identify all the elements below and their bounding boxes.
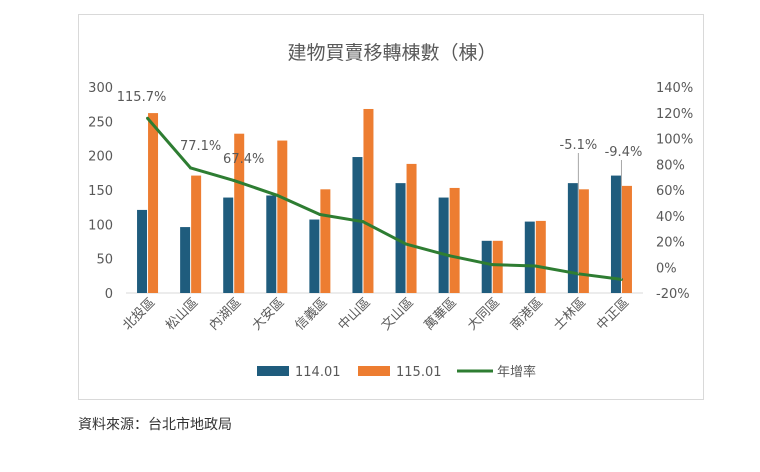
x-tick-label: 信義區 [292, 295, 331, 334]
bar-114-01 [610, 175, 621, 293]
bar-115-01 [320, 189, 331, 293]
bar-115-01 [191, 175, 202, 293]
growth-data-label: 67.4% [223, 152, 264, 167]
x-tick-label: 大安區 [249, 295, 287, 333]
growth-rate-point [404, 242, 408, 246]
legend-swatch-115-01 [358, 366, 390, 376]
growth-data-label: -5.1% [560, 138, 598, 153]
legend-label-115-01: 115.01 [396, 365, 442, 380]
growth-rate-point [490, 263, 494, 267]
y-tick-label: 200 [88, 150, 113, 165]
y2-tick-label: 120% [656, 107, 693, 122]
x-tick-label: 北投區 [119, 295, 158, 334]
bar-115-01 [535, 220, 546, 293]
growth-rate-point [318, 212, 322, 216]
chart-frame: 建物買賣移轉棟數（棟） 0 50 100 150 200 250 300 -20% 0% 20% 40… [78, 14, 704, 400]
x-tick-label: 松山區 [163, 295, 201, 333]
chart-title: 建物買賣移轉棟數（棟） [287, 42, 496, 64]
y2-tick-label: 20% [656, 236, 685, 251]
legend-label-growth: 年增率 [497, 364, 536, 380]
bar-114-01 [309, 219, 320, 293]
bar-115-01 [234, 133, 245, 293]
bar-114-01 [481, 240, 492, 293]
bar-114-01 [567, 183, 578, 293]
growth-rate-line [146, 117, 622, 281]
bar-114-01 [223, 197, 234, 293]
bar-115-01 [277, 140, 288, 293]
chart-svg: 建物買賣移轉棟數（棟） 0 50 100 150 200 250 300 -20% 0% 20% 40… [88, 42, 693, 380]
x-tick-label: 士林區 [551, 295, 589, 333]
bar-114-01 [524, 221, 535, 293]
y-tick-label: 100 [88, 218, 113, 233]
growth-rate-point [361, 220, 365, 224]
y-tick-label: 150 [88, 184, 113, 199]
y-tick-label: 300 [88, 81, 113, 96]
bar-114-01 [438, 197, 449, 293]
growth-rate-point [146, 116, 150, 120]
y2-tick-label: 100% [656, 133, 693, 148]
legend-label-114-01: 114.01 [295, 365, 341, 380]
growth-rate-point [447, 254, 451, 258]
x-tick-label: 中正區 [594, 295, 632, 333]
y2-tick-label: 140% [656, 81, 693, 96]
x-tick-label: 文山區 [379, 295, 417, 333]
x-tick-label: 中山區 [336, 295, 374, 333]
bar-115-01 [363, 108, 374, 294]
growth-rate-point [232, 178, 236, 182]
growth-rate-point [533, 264, 537, 268]
growth-rate-point [275, 193, 279, 197]
bar-115-01 [449, 187, 460, 293]
bar-114-01 [180, 227, 191, 293]
x-tick-label: 萬華區 [422, 295, 460, 333]
growth-rate-point [189, 166, 193, 170]
y-tick-label: 0 [105, 287, 113, 302]
y-tick-label: 50 [96, 253, 113, 268]
y-tick-label: 250 [88, 115, 113, 130]
y2-tick-label: 80% [656, 158, 685, 173]
bar-114-01 [352, 157, 363, 293]
x-tick-label: 大同區 [465, 295, 503, 333]
bar-115-01 [406, 163, 417, 293]
bar-115-01 [492, 240, 503, 293]
legend-swatch-114-01 [257, 366, 289, 376]
growth-data-label: -9.4% [605, 145, 643, 160]
x-tick-label: 內湖區 [206, 295, 244, 333]
y2-tick-label: -20% [656, 287, 690, 302]
x-tick-label: 南港區 [507, 295, 546, 334]
bar-114-01 [395, 183, 406, 293]
bar-115-01 [148, 113, 159, 294]
growth-data-label: 115.7% [117, 90, 167, 105]
source-note: 資料來源：台北市地政局 [78, 417, 232, 433]
bar-115-01 [578, 189, 589, 293]
growth-data-label: 77.1% [180, 139, 221, 154]
bar-114-01 [137, 209, 148, 293]
y2-tick-label: 40% [656, 210, 685, 225]
y2-tick-label: 0% [656, 261, 677, 276]
bar-115-01 [621, 185, 632, 293]
bar-114-01 [266, 195, 277, 293]
y2-tick-label: 60% [656, 184, 685, 199]
